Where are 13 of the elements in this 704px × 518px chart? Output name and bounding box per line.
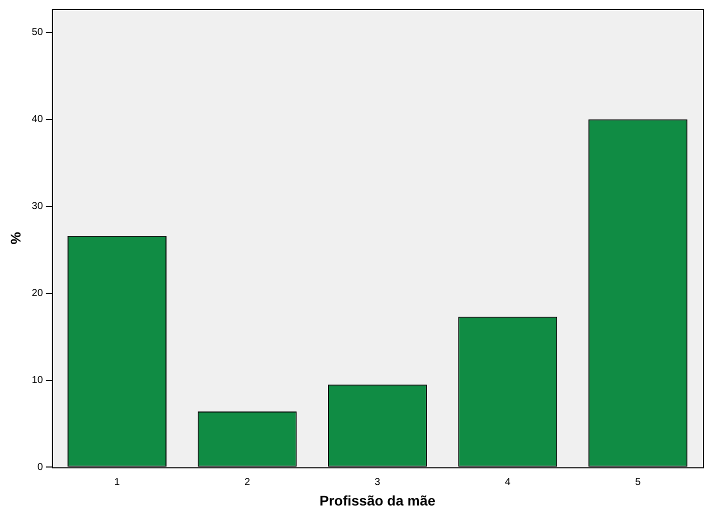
x-axis-title: Profissão da mãe [319, 492, 436, 508]
y-tick-label: 0 [37, 462, 44, 473]
y-axis-title: % [7, 231, 24, 244]
x-tick-label: 5 [635, 476, 642, 488]
y-tick-label: 40 [32, 114, 44, 126]
y-tick-label: 50 [32, 27, 44, 38]
x-tick-label: 3 [374, 476, 381, 488]
x-tick-label: 4 [504, 476, 511, 488]
x-tick-label: 1 [114, 476, 120, 488]
x-tick-label: 2 [244, 476, 250, 488]
y-tick-label: 20 [32, 288, 44, 300]
y-tick-label: 10 [32, 375, 44, 386]
y-tick-label: 30 [32, 201, 44, 212]
